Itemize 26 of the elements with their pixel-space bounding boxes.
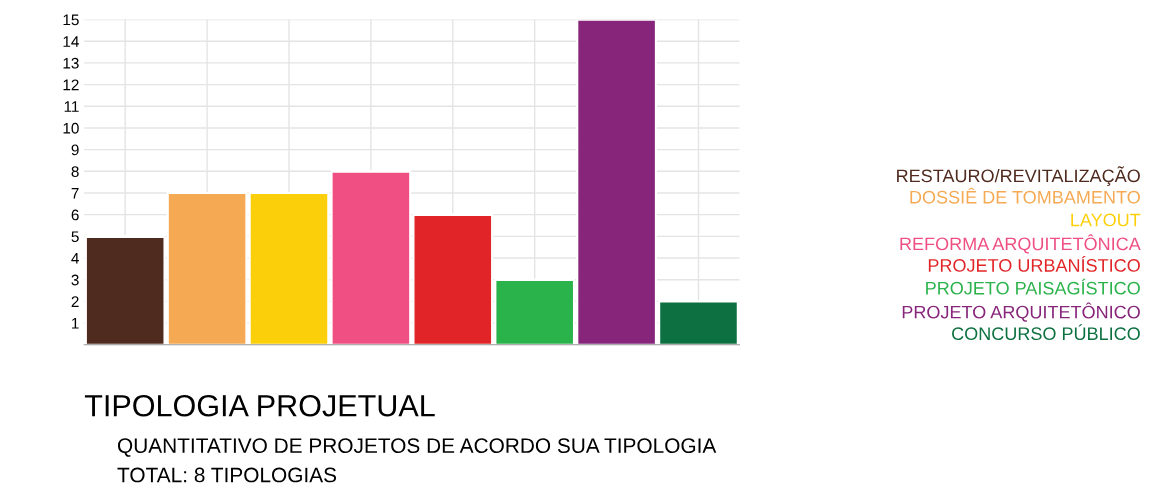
text: DOSSIÊ DE TOMBAMENTO [910, 187, 1140, 204]
text: PROJETO URBANÍSTICO [928, 256, 1140, 272]
text: PROJETO PAISAGÍSTICO [926, 278, 1140, 295]
y-tick-label: 9 [71, 144, 79, 156]
y-tick-label: 4 [71, 253, 79, 264]
text: TOTAL: 8 TIPOLOGIAS [117, 467, 337, 483]
y-tick-label: 8 [71, 166, 79, 177]
y-tick-label: 5 [71, 231, 79, 243]
y-tick-label: 14 [63, 36, 79, 47]
y-tick-label: 2 [71, 296, 79, 307]
text: REFORMA ARQUITETÔNICA [900, 234, 1141, 254]
text: CONCURSO PÚBLICO [952, 324, 1140, 341]
y-tick-label: 3 [71, 274, 79, 286]
y-tick-label: 11 [64, 101, 79, 112]
text: LAYOUT [1071, 213, 1141, 227]
y-tick-label: 13 [63, 57, 79, 69]
text: RESTAURO/REVITALIZAÇÃO [897, 166, 1140, 186]
text: TIPOLOGIA PROJETUAL [84, 394, 435, 417]
y-tick-label: 15 [63, 14, 79, 26]
y-tick-label: 12 [63, 79, 79, 91]
text: PROJETO ARQUITETÔNICO [902, 302, 1140, 322]
y-tick-label: 1 [72, 318, 79, 329]
y-tick-label: 6 [71, 209, 79, 221]
y-tick-label: 7 [71, 188, 79, 199]
y-tick-label: 10 [63, 122, 79, 134]
text: QUANTITATIVO DE PROJETOS DE ACORDO SUA TIPOLOGIA [117, 438, 717, 457]
